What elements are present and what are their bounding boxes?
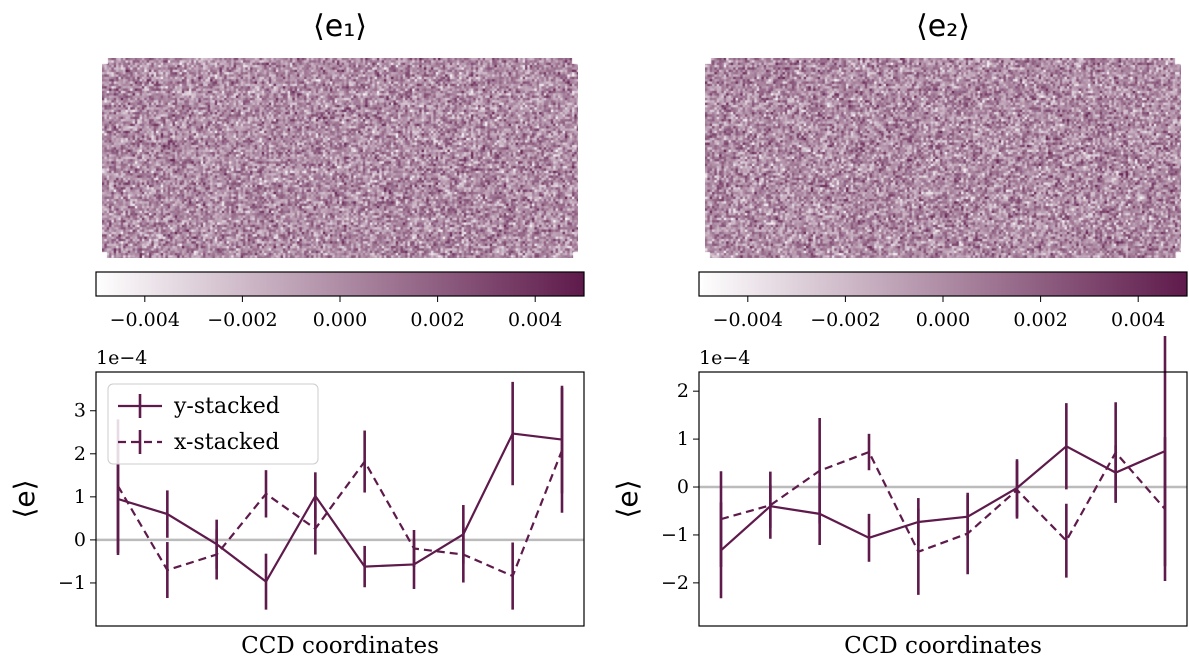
colorbar-tick-label: 0.004 bbox=[1111, 309, 1165, 331]
series-line-x-stacked bbox=[117, 449, 564, 578]
legend-label-x-stacked: x-stacked bbox=[174, 430, 279, 455]
y-tick-label: 1 bbox=[677, 428, 689, 450]
series-line-y-stacked bbox=[720, 444, 1166, 552]
y-tick-label: 3 bbox=[74, 400, 86, 422]
plot-frame bbox=[698, 371, 1188, 627]
x-axis-label: CCD coordinates bbox=[844, 633, 1042, 659]
colorbar-tick-label: 0.004 bbox=[508, 309, 562, 331]
legend-label-y-stacked: y-stacked bbox=[173, 394, 280, 419]
y-tick-label: 2 bbox=[677, 380, 689, 402]
y-axis-label: ⟨e⟩ bbox=[8, 479, 41, 518]
panel-title-e2: ⟨e₂⟩ bbox=[916, 9, 970, 44]
y-axis-label: ⟨e⟩ bbox=[611, 479, 644, 518]
y-tick-label: 0 bbox=[74, 529, 86, 551]
colorbar-tick-label: 0.002 bbox=[410, 309, 464, 331]
panel-title-e1: ⟨e₁⟩ bbox=[313, 9, 367, 44]
heatmap-e1 bbox=[102, 58, 578, 258]
legend: y-stacked x-stacked bbox=[107, 383, 319, 465]
y-tick-label: −2 bbox=[661, 572, 689, 594]
colorbar-gradient bbox=[95, 271, 585, 297]
colorbar-tick-label: −0.004 bbox=[110, 309, 180, 331]
y-tick-label: 0 bbox=[677, 476, 689, 498]
plot-frame bbox=[95, 371, 585, 627]
line-panel-left: −1 0 1 2 3 1e−4 CCD coordinates ⟨e⟩ y-stacked x-s… bbox=[8, 347, 585, 659]
line-panel-right: −2 −1 0 1 2 1e−4 CCD coordinates ⟨e⟩ bbox=[611, 336, 1188, 659]
y-offset-label: 1e−4 bbox=[699, 347, 750, 369]
heatmap-e2 bbox=[705, 58, 1181, 258]
y-tick-label: −1 bbox=[58, 572, 86, 594]
colorbar-e2: −0.004 −0.002 0.000 0.002 0.004 bbox=[698, 271, 1188, 331]
legend-box bbox=[107, 383, 319, 465]
y-offset-label: 1e−4 bbox=[96, 347, 147, 369]
colorbar-tick-label: −0.002 bbox=[810, 309, 880, 331]
colorbar-gradient bbox=[698, 271, 1188, 297]
y-tick-label: −1 bbox=[661, 524, 689, 546]
series-line-y-stacked bbox=[117, 432, 563, 584]
colorbar-tick-label: 0.000 bbox=[916, 309, 970, 331]
y-tick-label: 2 bbox=[74, 443, 86, 465]
colorbar-e1: −0.004 −0.002 0.000 0.002 0.004 bbox=[95, 271, 585, 331]
colorbar-tick-label: 0.002 bbox=[1013, 309, 1067, 331]
series-line-x-stacked bbox=[720, 450, 1166, 554]
colorbar-tick-label: −0.004 bbox=[713, 309, 783, 331]
y-tick-label: 1 bbox=[74, 486, 86, 508]
colorbar-tick-label: −0.002 bbox=[207, 309, 277, 331]
x-axis-label: CCD coordinates bbox=[241, 633, 439, 659]
colorbar-tick-label: 0.000 bbox=[313, 309, 367, 331]
